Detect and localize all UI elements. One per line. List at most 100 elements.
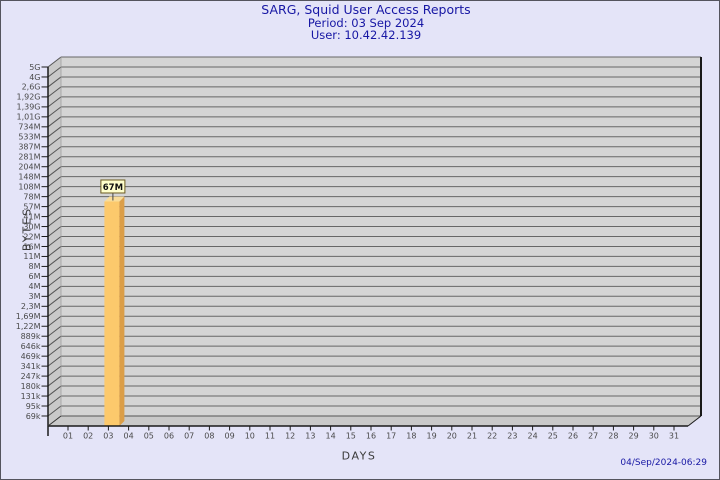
x-tick-label: 23 [507,432,517,441]
wall-diagonal [47,156,62,168]
wall-diagonal [47,146,62,158]
wall-diagonal [47,106,62,118]
report-title: SARG, Squid User Access Reports [261,2,471,17]
base-left-diagonal [47,415,62,427]
y-tick-label: 108M [18,182,40,191]
wall-diagonal [47,345,62,357]
y-tick-label: 1,92G [16,93,40,102]
x-tick-label: 01 [63,432,73,441]
x-tick-label: 03 [103,432,113,441]
wall-diagonal [47,325,62,337]
wall-diagonal [47,116,62,128]
floor [48,416,701,426]
x-tick-label: 07 [184,432,194,441]
y-tick-label: 889k [21,332,41,341]
x-tick-label: 21 [467,432,477,441]
y-tick-label: 4G [29,73,40,82]
wall-diagonal [47,176,62,188]
y-tick-label: 6M [29,272,41,281]
wall-diagonal [47,395,62,407]
wall-diagonal [47,186,62,198]
x-tick-label: 13 [305,432,315,441]
y-tick-label: 1,39G [16,103,40,112]
y-tick-label: 131k [21,392,41,401]
x-tick-label: 02 [83,432,93,441]
y-tick-label: 341k [21,362,41,371]
y-tick-label: 1,22M [16,322,41,331]
y-tick-label: 16M [23,242,40,251]
y-tick-label: 2,6G [22,83,41,92]
y-axis-title: BYTES [20,206,34,252]
wall-diagonal [47,86,62,98]
y-tick-label: 734M [18,123,40,132]
x-tick-label: 09 [225,432,235,441]
x-tick-label: 27 [588,432,598,441]
y-tick-label: 469k [21,352,41,361]
wall-diagonal [47,226,62,237]
wall-diagonal [47,126,62,138]
x-tick-label: 26 [568,432,578,441]
wall-diagonal [47,385,62,397]
y-tick-label: 41M [23,212,40,221]
y-tick-label: 533M [18,133,40,142]
y-tick-label: 5G [29,63,40,72]
y-tick-label: 204M [18,163,40,172]
x-tick-label: 15 [346,432,356,441]
x-tick-label: 11 [265,432,275,441]
wall-diagonal [47,365,62,377]
wall-diagonal [47,315,62,327]
wall-diagonal [47,56,62,68]
wall-diagonal [47,335,62,347]
report-header: SARG, Squid User Access Reports Period: … [6,2,719,42]
x-tick-label: 14 [326,432,336,441]
y-tick-label: 69k [26,412,41,421]
x-tick-label: 16 [366,432,376,441]
wall-diagonal [47,405,62,417]
x-tick-label: 19 [427,432,437,441]
y-tick-label: 1,01G [16,113,40,122]
bar-value-label: 67M [103,183,123,193]
wall-diagonal [47,76,62,88]
y-tick-label: 387M [18,143,40,152]
bar-value-box [100,179,126,194]
x-tick-label: 04 [124,432,134,441]
wall-diagonal [47,375,62,387]
x-tick-label: 06 [164,432,174,441]
y-tick-label: 281M [18,153,40,162]
x-tick-label: 17 [386,432,396,441]
wall-diagonal [47,216,62,227]
bar-front-face [104,201,120,426]
y-tick-label: 11M [23,252,40,261]
x-tick-label: 20 [447,432,457,441]
report-user: User: 10.42.42.139 [310,28,422,42]
wall-diagonal [47,136,62,148]
y-tick-label: 8M [29,262,41,271]
wall-diagonal [47,206,62,217]
y-tick-label: 646k [21,342,41,351]
x-tick-label: 30 [649,432,659,441]
wall-diagonal [47,66,62,78]
x-tick-label: 05 [144,432,154,441]
y-tick-label: 30M [23,222,40,231]
wall-diagonal [47,96,62,108]
y-tick-label: 95k [26,402,41,411]
wall-diagonal [47,265,62,277]
wall-diagonal [47,236,62,247]
y-tick-label: 4M [29,282,41,291]
x-axis-title: DAYS [341,449,377,463]
wall-diagonal [47,196,62,207]
wall-diagonal [47,166,62,178]
x-tick-label: 31 [669,432,679,441]
y-tick-label: 1,69M [16,312,41,321]
x-tick-label: 12 [285,432,295,441]
x-tick-label: 22 [487,432,497,441]
report-timestamp: 04/Sep/2024-06:29 [620,458,707,468]
y-tick-label: 247k [21,372,41,381]
wall-diagonal [47,275,62,287]
wall-diagonal [47,256,62,267]
bar-side-face [119,196,125,426]
y-tick-label: 57M [23,202,40,211]
x-tick-label: 25 [548,432,558,441]
